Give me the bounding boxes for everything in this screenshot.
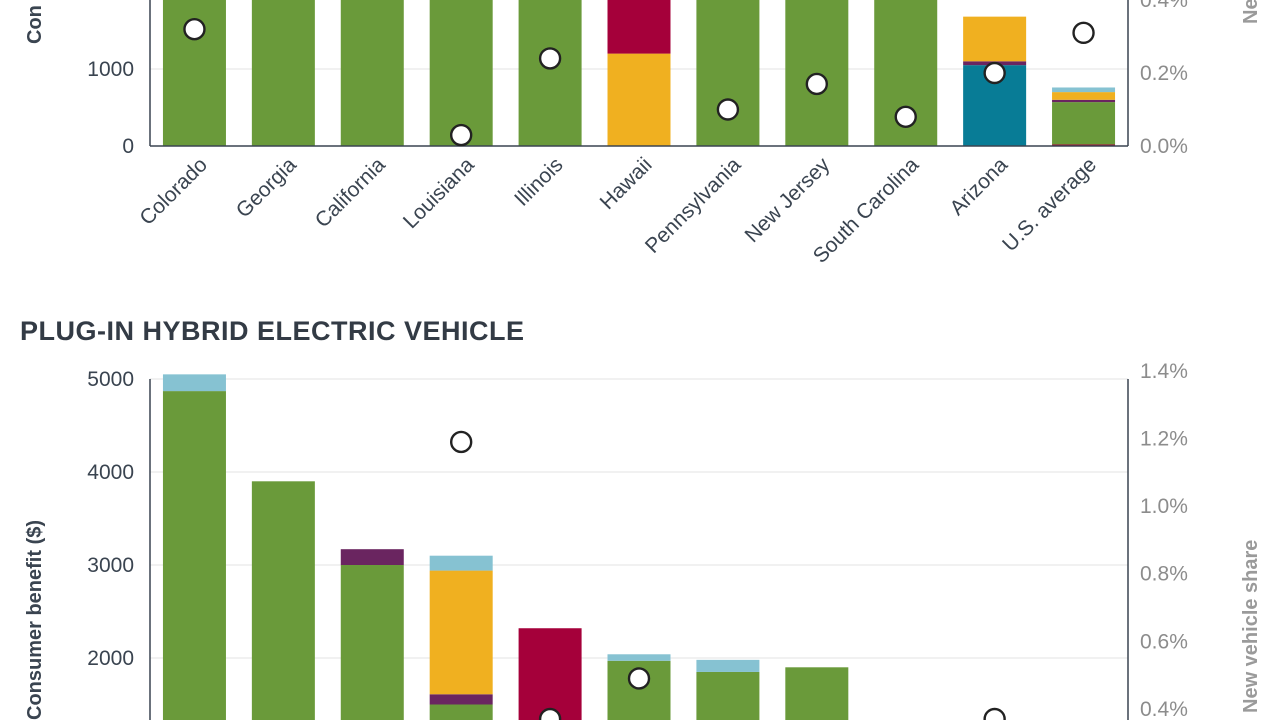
markers-layer bbox=[183, 18, 1095, 720]
bar-segment bbox=[251, 0, 315, 146]
bar-segment bbox=[518, 0, 582, 146]
category-label: California bbox=[311, 153, 390, 232]
chart-2-title: PLUG-IN HYBRID ELECTRIC VEHICLE bbox=[20, 316, 525, 346]
bar-segment bbox=[696, 0, 760, 146]
chart-2-y2tick-label: 0.8% bbox=[1140, 563, 1188, 586]
chart-2-y2tick-label: 0.4% bbox=[1140, 698, 1188, 720]
bar-segment bbox=[607, 0, 671, 54]
chart-1-y2label: Ne bbox=[1240, 0, 1262, 24]
bar-segment bbox=[162, 374, 226, 392]
bar-segment bbox=[429, 704, 493, 720]
chart-2-y2tick-label: 0.6% bbox=[1140, 630, 1188, 653]
bar-segment bbox=[1052, 87, 1116, 93]
bar-segment bbox=[696, 671, 760, 720]
bar-segment bbox=[1052, 92, 1116, 100]
share-marker bbox=[983, 707, 1006, 720]
chart-2-y2tick-label: 1.0% bbox=[1140, 495, 1188, 518]
share-marker bbox=[538, 47, 562, 70]
chart-1-y2tick-label: 0.4% bbox=[1140, 0, 1188, 12]
chart-1-y2tick-label: 0.0% bbox=[1140, 135, 1188, 158]
chart-1-ytick-label: 2000 bbox=[87, 0, 134, 4]
bar-segment bbox=[518, 628, 582, 720]
share-marker bbox=[983, 61, 1006, 85]
bar-segment bbox=[162, 391, 226, 720]
category-label: Colorado bbox=[135, 153, 212, 230]
bars-layer bbox=[162, 0, 1116, 720]
chart-1-y2tick-label: 0.2% bbox=[1140, 62, 1188, 85]
bar-segment bbox=[963, 16, 1027, 62]
share-marker bbox=[449, 123, 473, 147]
bar-segment bbox=[785, 667, 849, 720]
share-marker bbox=[894, 105, 917, 129]
bar-segment bbox=[607, 654, 671, 661]
share-marker bbox=[627, 667, 651, 690]
chart-1-ytick-label: 1000 bbox=[87, 58, 134, 81]
chart-1-ytick-label: 0 bbox=[122, 135, 134, 158]
chart-2-y2tick-label: 1.4% bbox=[1140, 360, 1188, 383]
chart-2-ylabel: Consumer benefit ($) bbox=[24, 520, 46, 720]
chart-2-y2label: New vehicle share bbox=[1240, 540, 1262, 713]
category-label: Hawaii bbox=[596, 153, 657, 214]
category-label: Pennsylvania bbox=[641, 153, 746, 258]
share-marker bbox=[1072, 21, 1095, 45]
category-label: Louisiana bbox=[399, 153, 479, 233]
share-marker bbox=[716, 98, 740, 121]
bar-segment bbox=[1052, 99, 1116, 103]
bar-segment bbox=[251, 481, 315, 720]
bar-segment bbox=[696, 659, 760, 672]
category-label: Georgia bbox=[232, 153, 301, 222]
chart-2-ytick-label: 4000 bbox=[87, 461, 134, 484]
bar-segment bbox=[429, 555, 493, 571]
chart-2-ytick-label: 5000 bbox=[87, 368, 134, 391]
bar-segment bbox=[429, 570, 493, 695]
category-label: U.S. average bbox=[998, 153, 1101, 256]
share-marker bbox=[538, 707, 562, 720]
category-label: New Jersey bbox=[741, 153, 835, 247]
bar-segment bbox=[607, 53, 671, 146]
bar-segment bbox=[1052, 144, 1116, 146]
axes-layer bbox=[149, 0, 1129, 720]
chart-2-ytick-label: 2000 bbox=[87, 647, 134, 670]
share-marker bbox=[805, 72, 829, 96]
bar-segment bbox=[340, 0, 404, 146]
bar-segment bbox=[429, 0, 493, 146]
bar-segment bbox=[340, 565, 404, 720]
share-marker bbox=[183, 18, 206, 41]
bar-segment bbox=[429, 694, 493, 705]
bar-segment bbox=[1052, 102, 1116, 145]
chart-1-ylabel: Con bbox=[24, 5, 46, 44]
category-label: Illinois bbox=[510, 153, 568, 211]
bar-segment bbox=[340, 549, 404, 565]
chart-2-ytick-label: 3000 bbox=[87, 554, 134, 577]
chart-2-y2tick-label: 1.2% bbox=[1140, 428, 1188, 451]
share-marker bbox=[449, 430, 473, 454]
category-label: Arizona bbox=[946, 153, 1013, 220]
